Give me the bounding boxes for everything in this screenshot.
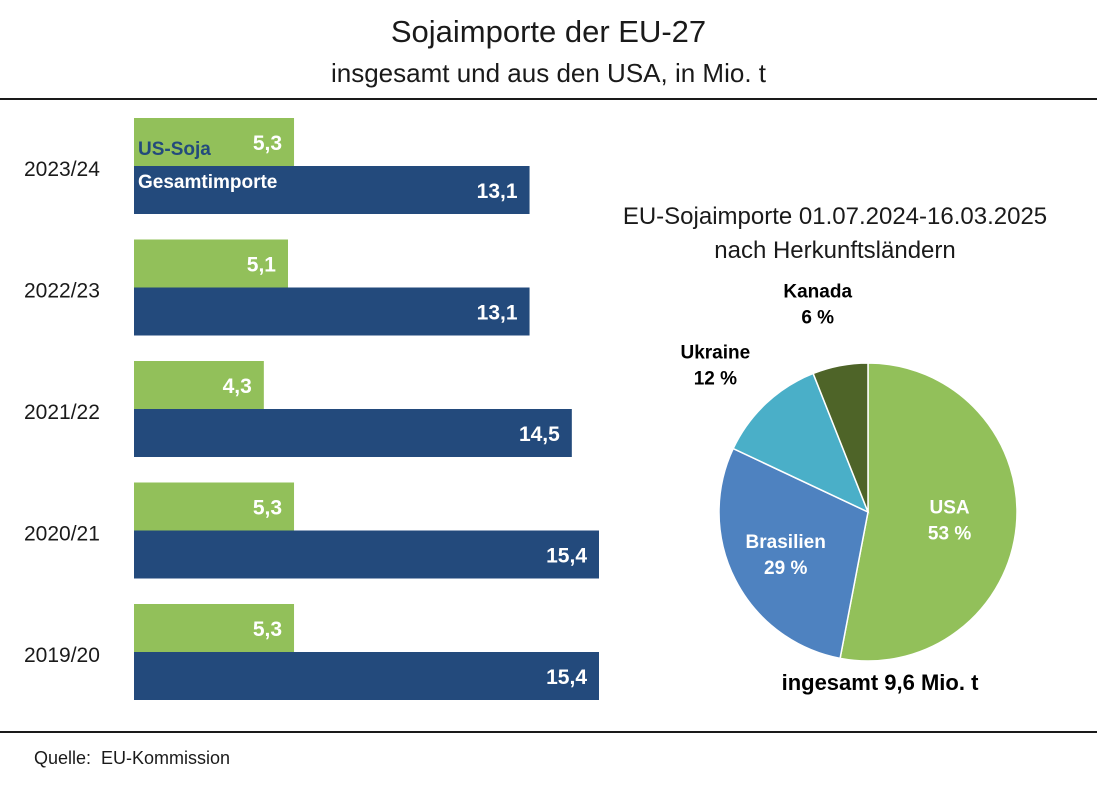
pie-slice-usa xyxy=(839,362,1018,662)
bottom-divider xyxy=(0,731,1097,733)
bar-gesamtimporte xyxy=(134,530,599,579)
bar-value-label: 5,3 xyxy=(253,132,282,155)
pie-slice-value: 6 % xyxy=(801,308,834,329)
pie-slice-value: 29 % xyxy=(764,558,807,579)
legend-label: Gesamtimporte xyxy=(138,172,277,193)
source-note: Quelle: EU-Kommission xyxy=(34,748,231,768)
pie-subtitle: nach Herkunftsländern xyxy=(714,237,956,264)
bar-gesamtimporte xyxy=(134,409,572,457)
pie-slice-brasilien xyxy=(718,447,869,660)
bar-value-label: 5,3 xyxy=(253,618,282,641)
category-label: 2020/21 xyxy=(24,523,100,546)
category-label: 2021/22 xyxy=(24,401,100,424)
bar-us-soja xyxy=(134,604,295,652)
top-divider xyxy=(0,98,1097,100)
bar-value-label: 15,4 xyxy=(546,666,587,689)
pie-chart: USA 53 % Brasilien 29 % Ukraine 12 % Kanada 6 % xyxy=(681,282,1018,662)
chart-subtitle: insgesamt und aus den USA, in Mio. t xyxy=(330,58,766,88)
bar-value-label: 13,1 xyxy=(477,180,518,203)
bar-value-label: 14,5 xyxy=(519,423,560,446)
chart-title: Sojaimporte der EU-27 xyxy=(390,14,707,49)
bar-gesamtimporte xyxy=(134,652,599,700)
bar-us-soja xyxy=(134,361,264,409)
pie-slice-kanada xyxy=(812,362,869,513)
pie-slice-name: USA xyxy=(930,498,970,519)
bar-gesamtimporte xyxy=(134,287,530,336)
category-label: 2019/20 xyxy=(24,644,100,667)
bar-value-label: 13,1 xyxy=(477,302,518,325)
bar-us-soja xyxy=(134,239,288,288)
pie-slice-ukraine xyxy=(732,372,870,514)
pie-total-annotation: ingesamt 9,6 Mio. t xyxy=(781,670,979,695)
legend-label: US-Soja xyxy=(138,139,211,160)
bar-value-label: 5,3 xyxy=(253,497,282,520)
bar-chart: 2023/24 5,3 US-Soja 13,1 Gesamtimporte 2022/2… xyxy=(24,118,599,700)
pie-title: EU-Sojaimporte 01.07.2024-16.03.2025 xyxy=(622,203,1048,230)
pie-slice-value: 53 % xyxy=(928,524,971,545)
bar-value-label: 5,1 xyxy=(247,254,277,277)
category-label: 2023/24 xyxy=(24,158,100,181)
pie-slice-value: 12 % xyxy=(694,369,737,390)
bar-us-soja xyxy=(134,482,295,531)
pie-slice-name: Ukraine xyxy=(681,343,751,364)
bar-value-label: 15,4 xyxy=(546,545,587,568)
bar-us-soja xyxy=(134,118,295,166)
bar-value-label: 4,3 xyxy=(223,375,252,398)
bar-gesamtimporte xyxy=(134,166,530,214)
category-label: 2022/23 xyxy=(24,280,100,303)
pie-slice-name: Brasilien xyxy=(746,532,826,553)
pie-slice-name: Kanada xyxy=(783,282,852,303)
